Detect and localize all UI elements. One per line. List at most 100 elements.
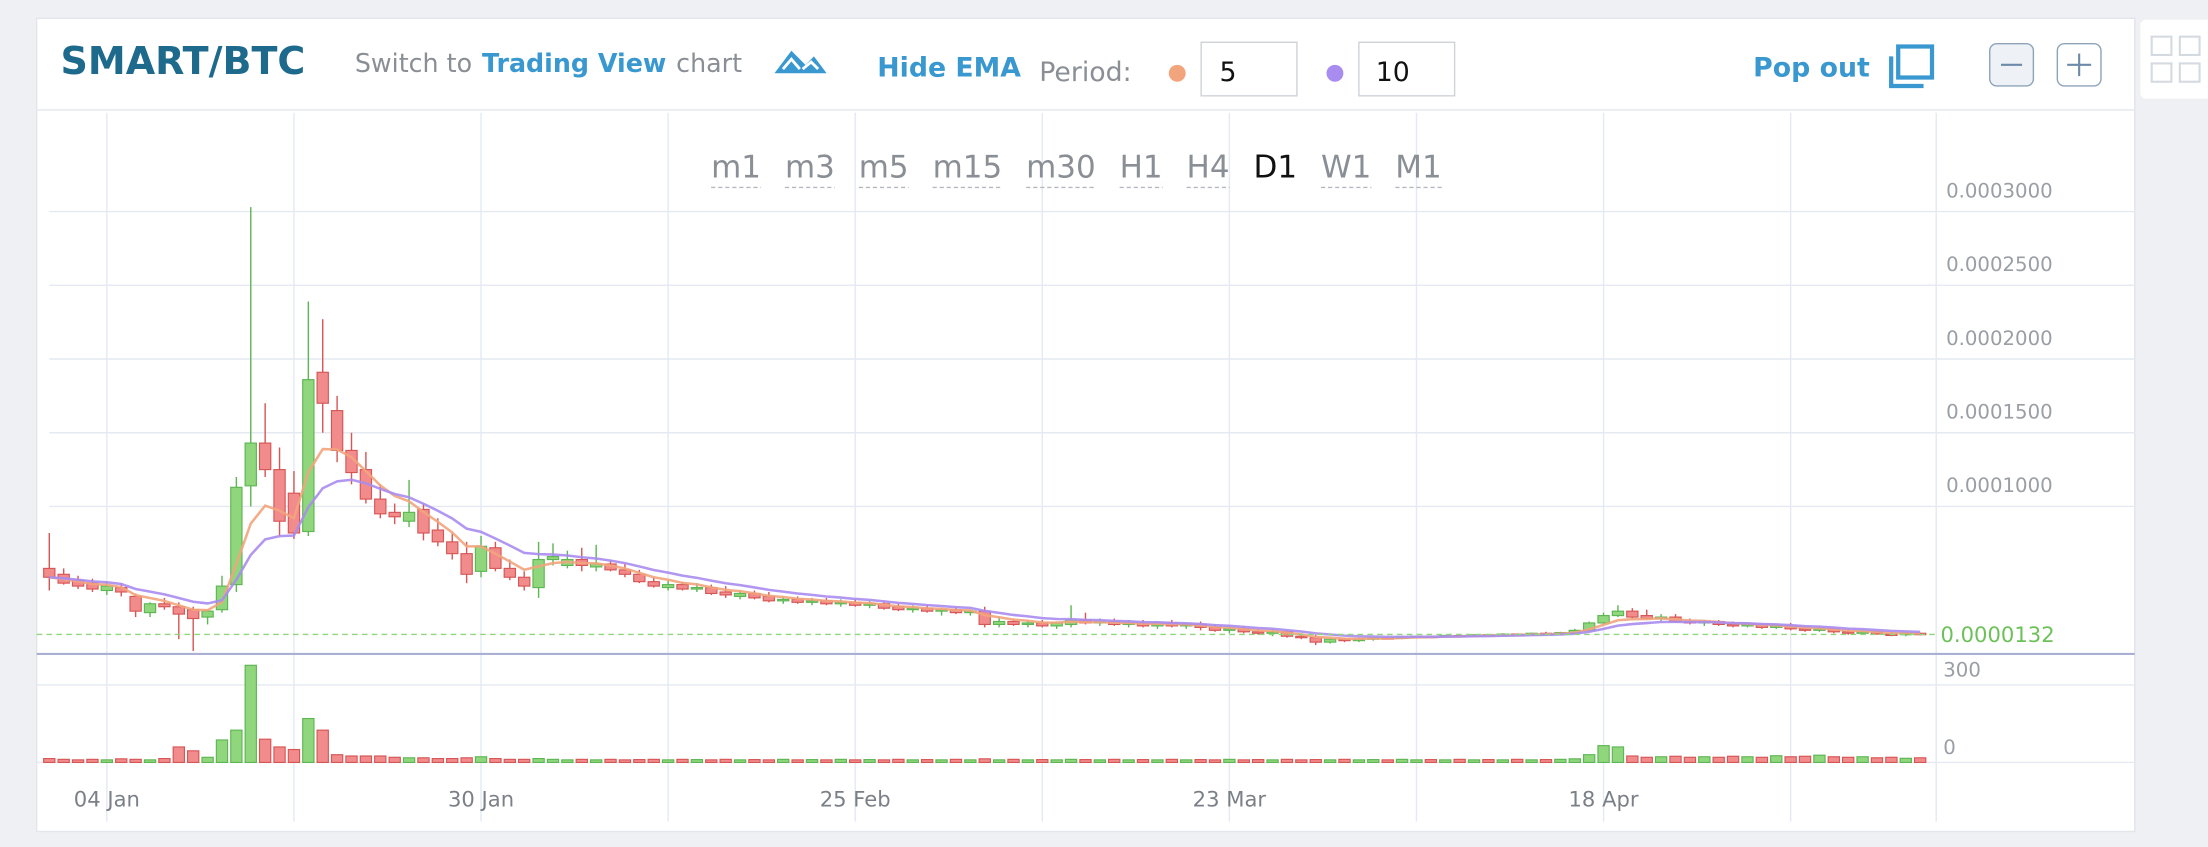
last-price-label: 0.0000132 — [1940, 622, 2054, 647]
candle-body — [676, 584, 689, 590]
volume-bar — [906, 759, 919, 764]
volume-bar — [330, 754, 344, 764]
volume-bar — [86, 758, 99, 764]
volume-bar — [1712, 756, 1725, 764]
candle-body — [647, 581, 660, 587]
candle-body — [474, 545, 488, 572]
volume-bar — [1813, 754, 1826, 764]
volume-bar — [1136, 759, 1150, 764]
candle-body — [1021, 622, 1035, 625]
volume-bar — [777, 758, 790, 764]
candle-body — [158, 603, 171, 608]
volume-bar — [791, 759, 804, 764]
candle-body — [201, 610, 214, 618]
ema-period-input[interactable] — [1200, 41, 1298, 97]
volume-bar — [1208, 759, 1222, 764]
candle-body — [719, 591, 732, 596]
volume-bar — [892, 758, 905, 764]
pair-title: SMART/BTC — [61, 39, 306, 83]
trading-view-link[interactable]: Trading View — [482, 48, 666, 78]
volume-bar — [1654, 756, 1668, 764]
volume-bar — [273, 746, 286, 764]
volume-bar — [1554, 758, 1567, 764]
volume-bar — [575, 758, 588, 764]
volume-bar — [215, 739, 229, 764]
candle-body — [1251, 631, 1265, 634]
volume-bar — [1194, 759, 1207, 764]
volume-bar — [1611, 746, 1625, 764]
volume-bar — [489, 758, 502, 764]
volume-bar — [546, 758, 560, 764]
candle-body — [733, 592, 747, 597]
candle-body — [661, 584, 675, 589]
candle-body — [546, 556, 560, 561]
candle-body — [330, 410, 344, 451]
ema-period-value[interactable]: 5 — [1219, 57, 1236, 88]
volume-bar — [1885, 756, 1898, 764]
timeframe-button[interactable]: m15 — [933, 150, 1003, 186]
hide-ema-button[interactable]: Hide EMA — [877, 53, 1021, 84]
volume-bar — [1597, 745, 1610, 764]
candle-body — [1626, 610, 1639, 618]
volume-bar — [849, 759, 862, 764]
volume-bar — [57, 758, 70, 764]
timeframe-button[interactable]: H1 — [1120, 150, 1163, 186]
volume-bar — [1367, 759, 1380, 764]
timeframe-button[interactable]: m5 — [859, 150, 909, 186]
timeframe-button[interactable]: H4 — [1187, 150, 1230, 186]
zoom-out-button[interactable] — [1989, 42, 2035, 87]
volume-bar — [1870, 757, 1884, 764]
y-tick-label: 0.0001000 — [1946, 474, 2053, 497]
timeframe-button[interactable]: m30 — [1026, 150, 1096, 186]
candle-body — [431, 529, 445, 543]
volume-tick-label: 300 — [1943, 658, 1981, 681]
volume-bar — [1223, 758, 1236, 764]
volume-bar — [1453, 758, 1466, 764]
timeframe-button[interactable]: M1 — [1395, 150, 1441, 186]
x-tick-label: 25 Feb — [820, 786, 891, 811]
grid-icon[interactable] — [2150, 35, 2201, 83]
volume-bar — [158, 758, 171, 764]
timeframe-button[interactable]: W1 — [1321, 150, 1371, 186]
candle-body — [1295, 635, 1308, 639]
candle-body — [446, 541, 459, 555]
candle-body — [460, 553, 473, 575]
timeframe-button[interactable]: m3 — [785, 150, 835, 186]
volume-bar — [820, 759, 833, 764]
volume-bar — [1338, 758, 1351, 764]
cloud-icon[interactable] — [774, 50, 827, 74]
volume-bar — [1755, 756, 1769, 764]
volume-bar — [1381, 759, 1394, 764]
ema-period-input[interactable] — [1358, 41, 1456, 97]
volume-bar — [964, 759, 977, 764]
volume-bar — [935, 759, 948, 764]
y-tick-label: 0.0002000 — [1946, 327, 2053, 350]
ema-line — [49, 447, 1921, 641]
candle-body — [230, 486, 243, 586]
pop-out-button[interactable]: Pop out — [1753, 53, 1870, 84]
candle-body — [43, 567, 56, 578]
volume-bar — [978, 758, 991, 764]
candle-body — [244, 442, 257, 487]
ema-period-value[interactable]: 10 — [1376, 57, 1410, 88]
volume-bar — [1424, 759, 1438, 764]
volume-bar — [1683, 756, 1697, 764]
overlay: 0.0000132 — [36, 447, 2055, 647]
volume-bar — [1295, 759, 1308, 764]
candle-body — [143, 603, 157, 614]
volume-bar — [172, 746, 186, 764]
timeframe-button[interactable]: D1 — [1254, 150, 1298, 186]
volume-bar — [1036, 759, 1049, 764]
timeframe-button[interactable]: m1 — [711, 150, 761, 186]
x-tick-label: 04 Jan — [74, 786, 140, 811]
period-label: Period: — [1039, 57, 1131, 88]
volume-bar — [1122, 759, 1135, 764]
volume-bar — [949, 758, 963, 764]
volume-bar — [474, 756, 488, 764]
zoom-in-button[interactable] — [2056, 42, 2102, 87]
volume-bar — [1323, 759, 1337, 764]
pop-out-icon[interactable] — [1889, 44, 1935, 89]
candle-body — [518, 576, 531, 587]
